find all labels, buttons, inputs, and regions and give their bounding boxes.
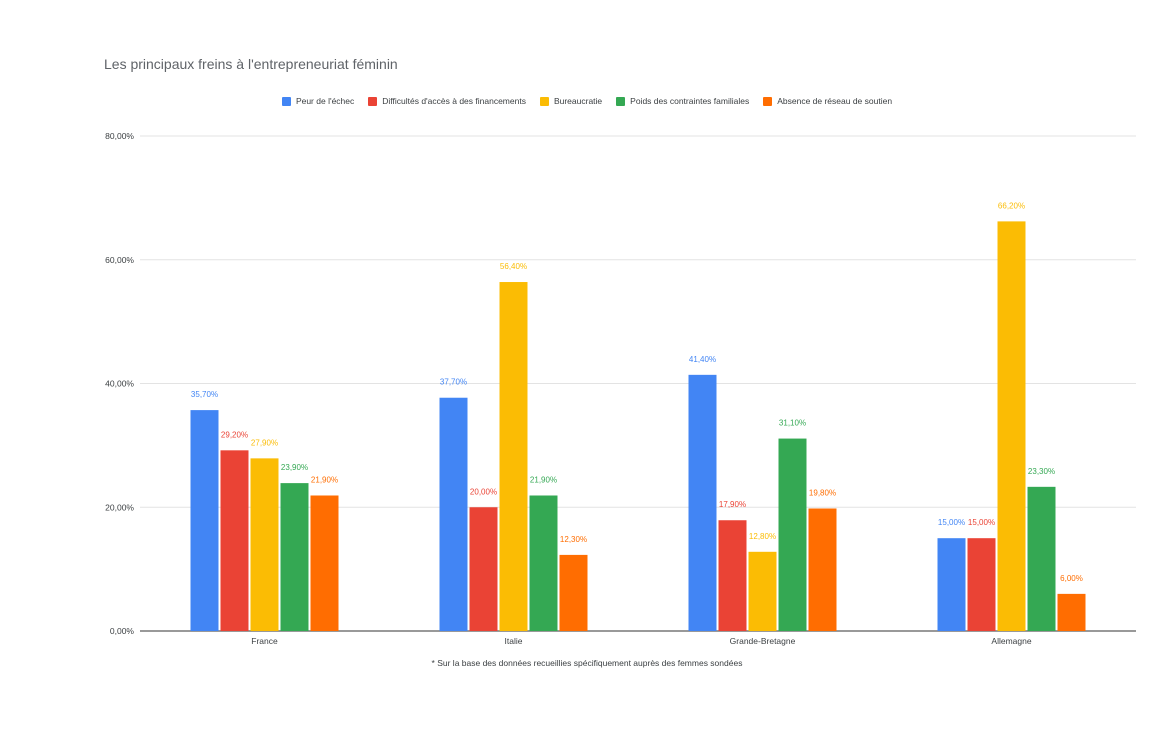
bar: [718, 520, 747, 631]
legend-label: Difficultés d'accès à des financements: [382, 96, 526, 106]
data-label: 17,90%: [719, 500, 746, 509]
bar: [499, 282, 528, 631]
legend-label: Poids des contraintes familiales: [630, 96, 750, 106]
bar: [310, 495, 339, 631]
data-label: 19,80%: [809, 488, 836, 497]
legend-swatch: [281, 96, 291, 106]
y-tick-label: 20,00%: [105, 502, 134, 512]
x-tick-label: Grande-Bretagne: [730, 636, 796, 646]
bar: [280, 483, 309, 631]
bar: [190, 410, 219, 631]
y-tick-label: 0,00%: [110, 626, 135, 636]
data-label: 21,90%: [311, 475, 338, 484]
bar: [1057, 593, 1086, 631]
legend-item: Absence de réseau de soutien: [763, 96, 892, 106]
legend-swatch: [763, 96, 773, 106]
chart-footnote: * Sur la base des données recueillies sp…: [431, 658, 743, 668]
data-label: 12,30%: [560, 535, 587, 544]
bar: [778, 438, 807, 631]
legend-label: Bureaucratie: [553, 96, 603, 106]
x-tick-label: France: [251, 636, 278, 646]
data-label: 29,20%: [221, 430, 248, 439]
bar: [220, 450, 249, 631]
chart-legend: Peur de l'échec Difficultés d'accès à des…: [0, 96, 1174, 106]
data-label: 41,40%: [689, 355, 716, 364]
legend-swatch: [368, 96, 378, 106]
data-label: 21,90%: [530, 475, 557, 484]
bar: [1027, 486, 1056, 631]
bar: [748, 551, 777, 631]
data-label: 23,90%: [281, 463, 308, 472]
data-label: 12,80%: [749, 532, 776, 541]
data-label: 35,70%: [191, 390, 218, 399]
bar: [250, 458, 279, 631]
legend-item: Poids des contraintes familiales: [616, 96, 749, 106]
legend-label: Absence de réseau de soutien: [777, 96, 893, 106]
data-label: 6,00%: [1060, 574, 1083, 583]
y-tick-label: 40,00%: [105, 379, 134, 389]
bar: [559, 554, 588, 631]
legend-item: Difficultés d'accès à des financements: [368, 96, 526, 106]
bar: [937, 538, 966, 631]
data-label: 66,20%: [998, 201, 1025, 210]
bar: [529, 495, 558, 631]
data-label: 23,30%: [1028, 467, 1055, 476]
data-label: 37,70%: [440, 378, 467, 387]
legend-swatch: [539, 96, 549, 106]
legend-label: Peur de l'échec: [295, 96, 355, 106]
data-label: 27,90%: [251, 438, 278, 447]
legend-item: Peur de l'échec: [281, 96, 355, 106]
data-label: 15,00%: [968, 518, 995, 527]
bar: [997, 221, 1026, 631]
x-tick-label: Allemagne: [991, 636, 1031, 646]
y-tick-label: 80,00%: [105, 131, 134, 141]
y-tick-label: 60,00%: [105, 255, 134, 265]
bar: [967, 538, 996, 631]
bar: [688, 374, 717, 631]
bar: [469, 507, 498, 631]
data-label: 15,00%: [938, 518, 965, 527]
data-label: 20,00%: [470, 487, 497, 496]
chart-title: Les principaux freins à l'entrepreneuria…: [104, 56, 398, 72]
legend-swatch: [616, 96, 626, 106]
bar: [439, 397, 468, 631]
data-label: 56,40%: [500, 262, 527, 271]
legend-item: Bureaucratie: [539, 96, 603, 106]
data-label: 31,10%: [779, 419, 806, 428]
bar: [808, 508, 837, 631]
x-tick-label: Italie: [505, 636, 523, 646]
